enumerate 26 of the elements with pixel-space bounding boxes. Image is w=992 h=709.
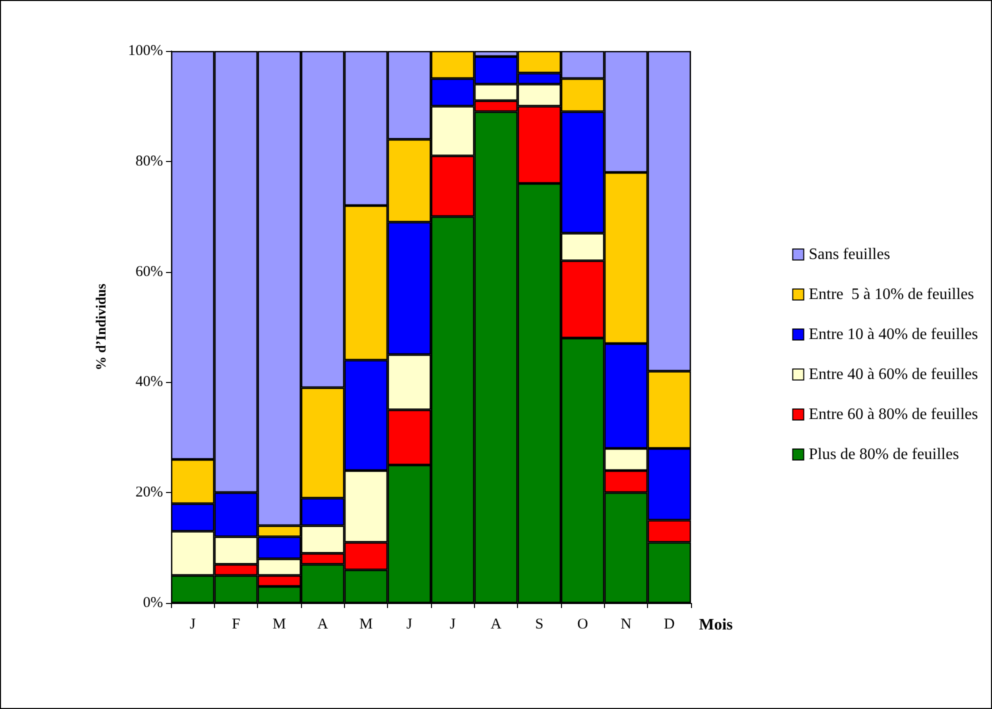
x-tick-label: J [190,616,196,632]
x-tick-label: A [490,616,502,632]
x-tick-label: J [406,616,412,632]
x-axis-title: Mois [699,616,733,634]
y-axis-title: % d’Individus [94,283,110,370]
y-tick-label: 100% [128,43,163,59]
legend-label: Plus de 80% de feuilles [808,446,959,463]
x-tick-label: F [232,616,240,632]
x-tick-label: A [317,616,328,632]
legend-label: Entre 40 à 60% de feuilles [808,366,978,383]
x-tick-label: M [272,616,286,632]
legend-label: Entre 5 à 10% de feuilles [808,286,974,303]
x-tick-label: J [450,616,456,632]
y-tick-label: 60% [136,264,163,280]
x-tick-label: N [620,616,632,632]
x-tick-label: D [664,616,675,632]
x-tick-label: S [535,616,544,632]
y-tick-label: 80% [136,153,163,170]
y-tick-label: 40% [136,374,163,390]
legend-label: Entre 10 à 40% de feuilles [808,326,978,343]
y-tick-label: 0% [143,595,163,611]
legend-label: Entre 60 à 80% de feuilles [808,406,978,423]
legend-label: Sans feuilles [808,246,890,263]
x-tick-label: M [359,616,373,632]
y-tick-label: 20% [136,484,163,501]
x-tick-label: O [577,616,588,632]
